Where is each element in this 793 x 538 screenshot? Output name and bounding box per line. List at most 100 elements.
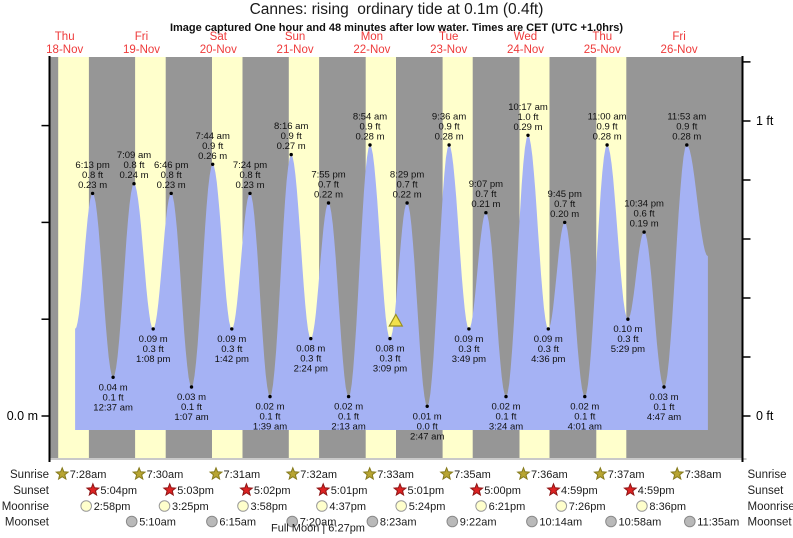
moonset-icon <box>286 515 299 528</box>
tide-label-line: 2:47 am <box>410 431 444 442</box>
sunrise-entry: 7:37am <box>593 466 645 481</box>
tide-point-dot <box>268 394 272 399</box>
sunrise-time: 7:36am <box>531 469 568 481</box>
low-tide-label: 0.08 m0.3 ft2:24 pm <box>294 336 328 375</box>
moonset-icon <box>125 515 138 528</box>
moonrise-entry: 5:24pm <box>395 500 445 513</box>
tide-label-line: 6:46 pm <box>154 160 188 171</box>
tide-label-line: 0.28 m <box>593 132 622 143</box>
tide-point-dot <box>132 182 136 186</box>
moon-phase-label: Full Moon | 6:27pm <box>271 523 365 535</box>
moonset-entry: 5:10am <box>125 515 176 529</box>
moonrise-caption-right: Moonrise <box>748 501 793 513</box>
moonrise-entry: 7:26pm <box>555 500 606 513</box>
tide-label-line: 0.09 m <box>139 334 168 345</box>
moonset-time: 6:15am <box>219 517 256 529</box>
tide-label-line: 0.1 ft <box>181 402 202 413</box>
tide-label-line: 0.09 m <box>217 334 246 345</box>
tide-point-dot <box>230 327 234 331</box>
low-tide-label: 0.03 m0.1 ft1:07 am <box>174 385 209 423</box>
high-tide-label: 6:13 pm0.8 ft0.23 m <box>75 160 110 196</box>
tide-label-line: 0.03 m <box>649 392 678 403</box>
sunset-time: 5:00pm <box>484 485 521 497</box>
tide-label-line: 0.9 ft <box>202 141 223 152</box>
moonrise-time: 8:36pm <box>649 501 686 513</box>
moonset-icon <box>366 515 379 528</box>
high-tide-label: 8:16 am0.9 ft0.27 m <box>274 121 308 157</box>
tide-label-line: 0.1 ft <box>574 412 595 423</box>
low-tide-label: 0.02 m0.1 ft4:01 am <box>568 394 602 433</box>
high-tide-label: 7:24 pm0.8 ft0.23 m <box>233 160 267 196</box>
tide-point-dot <box>169 191 173 196</box>
sunset-time: 5:01pm <box>331 485 368 497</box>
tide-label-line: 0.3 ft <box>143 344 164 355</box>
moonrise-entry: 2:58pm <box>80 500 130 513</box>
day-date-label: 25-Nov <box>584 44 621 56</box>
tide-point-dot <box>484 211 488 215</box>
tide-point-dot <box>111 375 115 379</box>
moonset-time: 9:22am <box>460 517 497 529</box>
tide-label-line: 6:13 pm <box>75 160 109 171</box>
sunset-time: 5:02pm <box>254 485 291 497</box>
tide-label-line: 10:17 am <box>508 102 548 113</box>
day-of-week-label: Mon <box>361 31 383 43</box>
tide-point-dot <box>685 143 689 147</box>
tide-label-line: 0.6 ft <box>634 209 655 220</box>
tide-point-dot <box>583 394 587 399</box>
sunrise-entry: 7:35am <box>439 466 491 481</box>
high-tide-label: 11:00 am0.9 ft0.28 m <box>588 112 627 147</box>
tide-label-line: 0.03 m <box>177 392 206 403</box>
sunrise-caption-left: Sunrise <box>10 469 49 481</box>
moonset-entry: 11:35am <box>684 515 739 529</box>
sunrise-entry: 7:31am <box>208 466 260 481</box>
tide-label-line: 3:24 am <box>489 422 523 433</box>
right-axis-label-0ft: 0 ft <box>756 409 774 423</box>
page-title: Cannes: rising ordinary tide at 0.1m (0.… <box>249 1 544 18</box>
tide-label-line: 7:44 am <box>196 131 230 142</box>
tide-label-line: 0.1 ft <box>103 392 124 403</box>
sunset-entry: 5:04pm <box>85 482 137 497</box>
sunrise-entry: 7:36am <box>516 466 568 481</box>
day-date-label: 19-Nov <box>123 44 160 56</box>
high-tide-label: 7:55 pm0.7 ft0.22 m <box>311 170 346 205</box>
tide-label-line: 0.9 ft <box>676 122 697 133</box>
moonset-entry: 7:20am <box>286 515 336 529</box>
tide-point-dot <box>504 394 508 399</box>
tide-label-line: 8:54 am <box>353 112 387 123</box>
tide-point-dot <box>605 143 609 147</box>
sunrise-entry: 7:30am <box>131 466 183 481</box>
left-axis-label-0m: 0.0 m <box>7 409 38 423</box>
moonset-icon <box>206 515 218 528</box>
tide-point-dot <box>546 327 550 331</box>
tide-label-line: 12:37 am <box>93 402 133 413</box>
sunrise-entry: 7:38am <box>670 466 721 481</box>
sunset-icon <box>623 482 638 497</box>
tide-point-dot <box>425 404 429 408</box>
current-time-marker-icon <box>388 313 404 327</box>
day-of-week-label: Thu <box>592 31 612 43</box>
day-of-week-label: Fri <box>135 31 148 43</box>
sunset-entry: 5:01pm <box>392 482 444 497</box>
tide-point-dot <box>526 133 530 137</box>
tide-label-line: 0.04 m <box>99 382 128 393</box>
tide-label-line: 0.01 m <box>413 411 442 422</box>
moonset-icon <box>605 515 617 528</box>
tide-label-line: 5:29 pm <box>611 344 645 355</box>
moonrise-icon <box>636 500 648 512</box>
tide-point-dot <box>642 230 646 234</box>
moonset-entry: 10:14am <box>526 515 582 529</box>
day-date-label: 21-Nov <box>277 44 314 56</box>
tide-label-line: 0.28 m <box>435 132 464 143</box>
moonrise-entry: 6:21pm <box>475 500 525 513</box>
tide-label-line: 1:42 pm <box>215 354 249 365</box>
day-of-week-label: Tue <box>439 31 458 43</box>
high-tide-label: 10:34 pm0.6 ft0.19 m <box>624 199 664 234</box>
tide-label-line: 9:36 am <box>432 112 466 123</box>
moonset-entry: 9:22am <box>446 515 497 529</box>
sunset-time: 5:03pm <box>177 485 214 497</box>
sunrise-entry: 7:28am <box>54 466 106 481</box>
tide-label-line: 0.8 ft <box>123 160 144 171</box>
